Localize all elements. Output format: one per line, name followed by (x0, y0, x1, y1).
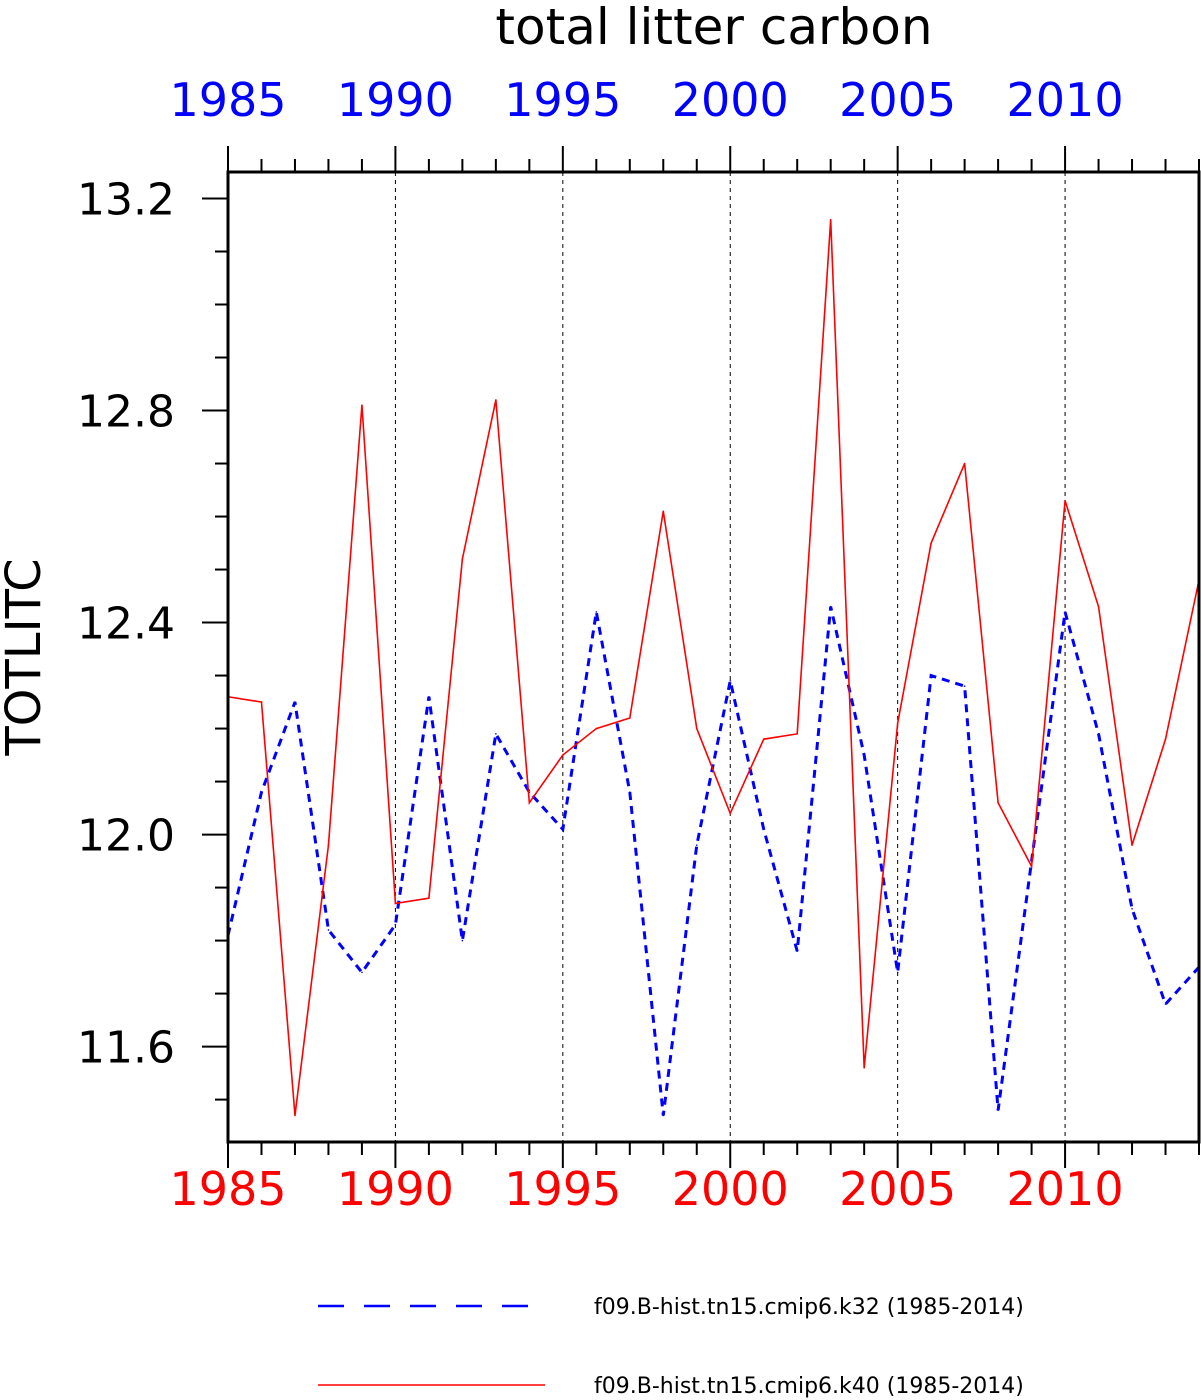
data-point (829, 605, 832, 608)
series-line-2 (227, 219, 1200, 1116)
data-point (695, 844, 698, 846)
y-tick-label: 12.8 (77, 387, 175, 438)
data-point (896, 971, 899, 974)
axes: 1985 1985 1990 1990 1995 1995 2000 2000 2005 2005… (77, 73, 1200, 1216)
data-point (762, 738, 765, 740)
chart-title: total litter carbon (495, 0, 932, 56)
data-point (1164, 738, 1167, 740)
data-point (327, 929, 330, 931)
legend-label-1: f09.B-hist.tn15.cmip6.k32 (1985-2014) (594, 1295, 1024, 1320)
data-point (1097, 605, 1100, 608)
y-tick-label: 11.6 (77, 1023, 175, 1074)
data-point (1131, 844, 1133, 846)
top-x-tick-label: 1990 (337, 73, 454, 127)
y-tick-label: 13.2 (77, 175, 175, 226)
data-point (662, 1114, 665, 1117)
data-point (628, 791, 631, 793)
data-point (394, 923, 397, 926)
data-point (1064, 499, 1066, 502)
data-point (495, 399, 497, 401)
data-point (896, 722, 899, 725)
data-point (729, 680, 732, 682)
data-point (863, 1066, 865, 1069)
data-point (595, 611, 598, 613)
data-point (997, 801, 999, 804)
data-point (695, 727, 698, 730)
data-point (762, 828, 765, 831)
data-point (1164, 1003, 1167, 1005)
data-point (963, 685, 966, 687)
data-point (796, 950, 799, 952)
data-point (963, 462, 966, 465)
data-point (662, 510, 665, 513)
data-point (562, 828, 564, 831)
data-point (595, 727, 598, 730)
plot-frame (226, 170, 1201, 1144)
bottom-x-tick-label: 2000 (672, 1162, 789, 1216)
vertical-grid (394, 172, 1066, 1142)
data-point (930, 674, 932, 677)
top-x-tick-label: 2010 (1007, 73, 1124, 127)
data-point (294, 701, 296, 703)
data-point (863, 754, 865, 756)
data-point (1131, 907, 1133, 910)
data-point (394, 902, 397, 905)
data-point (260, 701, 263, 703)
data-point (361, 404, 363, 407)
data-point (562, 754, 564, 756)
top-x-tick-label: 1995 (504, 73, 621, 127)
data-point (327, 844, 330, 846)
legend-label-2: f09.B-hist.tn15.cmip6.k40 (1985-2014) (594, 1374, 1024, 1399)
data-point (461, 939, 464, 942)
bottom-x-tick-label: 2005 (839, 1162, 956, 1216)
series-layer (226, 218, 1201, 1117)
data-point (428, 897, 430, 899)
bottom-x-tick-label: 1995 (504, 1162, 621, 1216)
legend: f09.B-hist.tn15.cmip6.k32 (1985-2014) f09… (318, 1295, 1024, 1399)
series-line-1 (226, 606, 1201, 1116)
bottom-x-tick-label: 1985 (169, 1162, 286, 1216)
top-x-tick-label: 2005 (839, 73, 956, 127)
data-point (997, 1109, 999, 1111)
data-point (495, 733, 497, 735)
bottom-x-tick-label: 1990 (337, 1162, 454, 1216)
data-point (428, 695, 430, 698)
y-axis-label: TOTLITC (0, 558, 52, 756)
data-point (461, 558, 464, 560)
data-point (260, 791, 263, 793)
data-point (930, 542, 932, 544)
top-x-tick-label: 1985 (169, 73, 286, 127)
data-point (829, 218, 832, 221)
data-point (361, 971, 363, 974)
y-tick-label: 12.0 (77, 811, 175, 862)
bottom-x-tick-label: 2010 (1007, 1162, 1124, 1216)
data-point (729, 812, 732, 815)
data-point (1064, 611, 1066, 613)
data-point (628, 717, 631, 719)
y-tick-label: 12.4 (77, 599, 175, 650)
data-point (294, 1114, 296, 1117)
data-point (528, 801, 531, 804)
data-point (796, 733, 799, 735)
data-point (1097, 733, 1100, 735)
top-x-tick-label: 2000 (672, 73, 789, 127)
data-point (1030, 865, 1033, 868)
